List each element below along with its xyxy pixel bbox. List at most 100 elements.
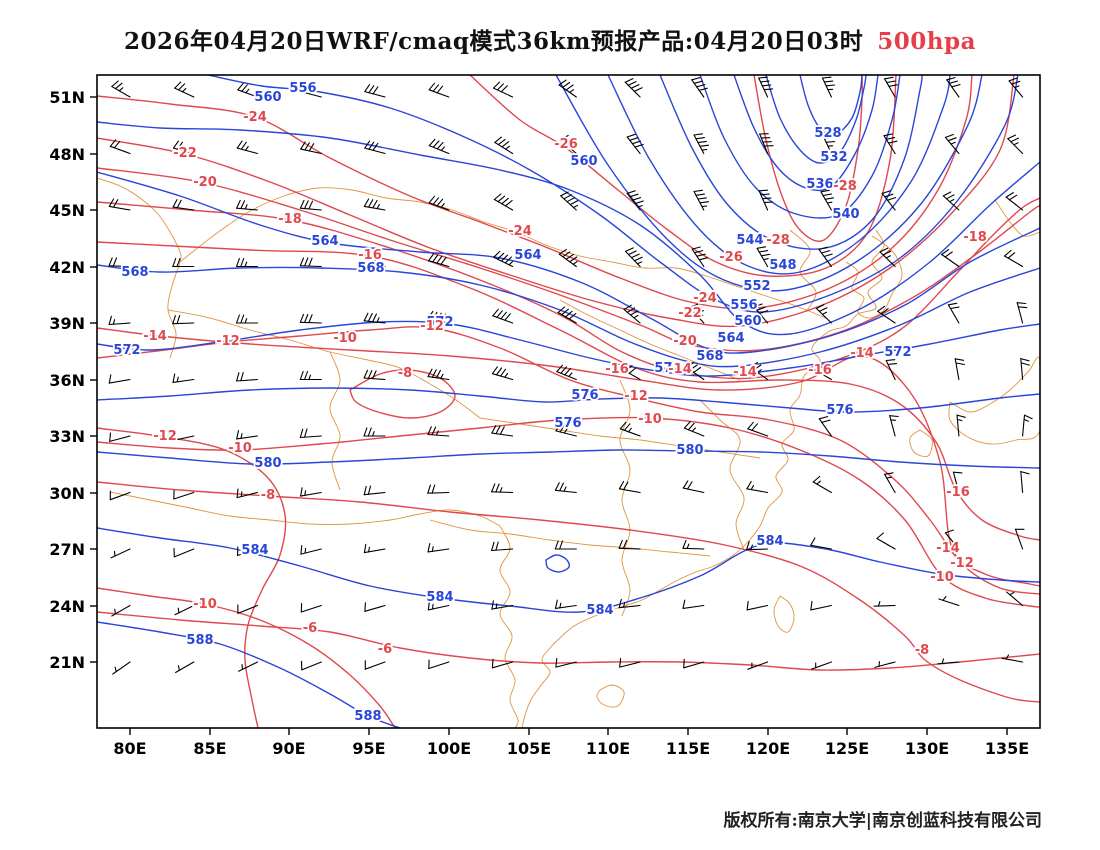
contour-label: 584 xyxy=(586,603,613,618)
contour-label: 576 xyxy=(826,403,853,418)
wind-barb-icon xyxy=(363,369,386,381)
height-isoline-560 xyxy=(97,121,1040,336)
wind-barb-icon xyxy=(558,248,578,268)
wind-barb-icon xyxy=(747,421,769,437)
wind-barb-icon xyxy=(494,136,514,155)
contour-label: 568 xyxy=(696,349,723,364)
contour-label: -8 xyxy=(915,643,929,658)
lon-axis-label: 120E xyxy=(746,739,790,758)
wind-barb-icon xyxy=(812,475,832,494)
wind-barb-icon xyxy=(427,484,450,494)
contour-label: 584 xyxy=(241,543,268,558)
contour-label: 568 xyxy=(357,261,384,276)
wind-barb-icon xyxy=(299,199,322,211)
wind-barb-icon xyxy=(820,189,835,211)
wind-barb-icon xyxy=(811,661,832,670)
wind-barb-icon xyxy=(363,255,386,268)
wind-barb-icon xyxy=(110,548,131,559)
temp-isoline--24 xyxy=(97,75,973,310)
wind-barb-icon xyxy=(942,191,960,211)
contour-label: -10 xyxy=(228,441,252,456)
contour-label: 540 xyxy=(832,207,859,222)
lon-axis-label: 115E xyxy=(666,739,710,758)
lon-axis-label: 130E xyxy=(905,739,949,758)
height-isoline-572 xyxy=(97,320,1040,377)
wind-barb-icon xyxy=(300,602,322,613)
lat-axis-label: 51N xyxy=(49,88,85,107)
wind-barb-icon xyxy=(877,305,896,324)
height-isoline-580 xyxy=(97,449,1040,469)
wind-barb-icon xyxy=(235,257,259,268)
contour-label: 568 xyxy=(121,265,148,280)
contour-label: -16 xyxy=(358,248,382,263)
wind-barb-icon xyxy=(428,195,450,211)
wind-barb-icon xyxy=(109,490,131,501)
geo-boundary-province-4 xyxy=(559,299,741,381)
wind-barb-icon xyxy=(363,427,386,437)
wind-barb-icon xyxy=(427,600,450,611)
contour-label: -10 xyxy=(638,412,662,427)
wind-barb-icon xyxy=(881,190,897,211)
contour-label: -12 xyxy=(153,429,177,444)
geo-boundary-japan-kyushu xyxy=(909,429,933,458)
lat-axis-label: 48N xyxy=(49,145,85,164)
wind-barb-icon xyxy=(554,599,577,609)
contour-label: -10 xyxy=(193,597,217,612)
wind-barb-icon xyxy=(1022,414,1033,437)
wind-barb-icon xyxy=(621,362,641,381)
geo-boundary-province-7 xyxy=(329,351,341,491)
temp-isoline--10 xyxy=(97,587,396,728)
wind-barb-icon xyxy=(491,425,514,437)
contour-label: 564 xyxy=(514,248,541,263)
height-isoline-528 xyxy=(799,75,863,136)
wind-barb-icon xyxy=(623,304,641,324)
contour-label: 572 xyxy=(654,361,681,376)
contour-label: -12 xyxy=(216,334,240,349)
contour-label: -14 xyxy=(850,346,874,361)
wind-barb-icon xyxy=(363,543,386,554)
wind-barb-icon xyxy=(560,191,579,211)
wind-barb-icon xyxy=(682,599,705,609)
contour-label: -26 xyxy=(554,137,578,152)
contour-label: -14 xyxy=(733,365,757,380)
wind-barb-icon xyxy=(111,604,131,617)
wind-barb-icon xyxy=(884,76,898,98)
wind-barb-icon xyxy=(173,489,195,500)
wind-barb-icon xyxy=(108,257,131,268)
wind-barb-icon xyxy=(299,313,322,324)
wind-barb-icon xyxy=(300,487,322,497)
wind-barb-icon xyxy=(236,199,259,211)
wind-barb-icon xyxy=(1007,134,1024,155)
wind-barb-icon xyxy=(874,661,896,668)
contour-label: 572 xyxy=(884,345,911,360)
map-frame xyxy=(96,74,1041,729)
wind-barb-icon xyxy=(108,374,131,384)
contour-label: 576 xyxy=(554,416,581,431)
wind-barb-icon xyxy=(821,133,836,155)
wind-barb-icon xyxy=(883,133,898,155)
wind-barb-icon xyxy=(746,541,769,551)
wind-barb-icon xyxy=(172,431,195,441)
wind-barb-icon xyxy=(427,368,450,381)
wind-barb-icon xyxy=(172,373,195,383)
wind-barb-icon xyxy=(108,315,131,326)
geo-boundary-taiwan xyxy=(773,595,795,633)
wind-barb-icon xyxy=(1016,302,1028,324)
wind-barb-icon xyxy=(109,432,131,442)
wind-barb-icon xyxy=(749,362,769,381)
wind-barb-icon xyxy=(300,141,322,155)
wind-barb-icon xyxy=(299,370,322,381)
geo-boundary-himalaya-border xyxy=(109,491,501,527)
chart-title-main: 2026年04月20日WRF/cmaq模式36km预报产品:04月20日03时 xyxy=(123,28,864,55)
wind-barb-icon xyxy=(427,426,450,437)
wind-barb-icon xyxy=(428,138,450,155)
contour-label: -12 xyxy=(624,389,648,404)
wind-barb-icon xyxy=(427,543,450,553)
contour-label: -24 xyxy=(508,224,532,239)
wind-barb-icon xyxy=(810,600,832,611)
wind-barb-icon xyxy=(554,540,577,550)
geo-boundary-province-2 xyxy=(619,379,631,617)
wind-barb-icon xyxy=(1008,77,1024,98)
wind-barb-icon xyxy=(758,189,774,211)
height-isoline-552 xyxy=(555,75,983,292)
